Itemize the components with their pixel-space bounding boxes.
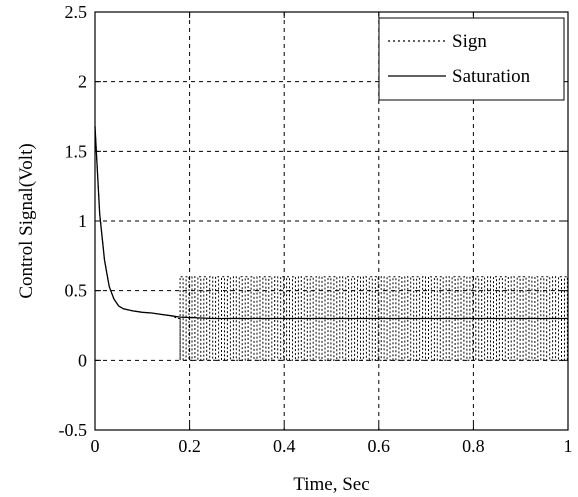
y-tick-label: 2 [78,72,87,92]
y-tick-label: 1.5 [65,141,88,161]
series-sign-line [94,126,568,361]
legend-box [378,17,565,101]
legend: Sign Saturation [378,17,565,101]
axis-ticks [94,11,569,431]
x-axis-label: Time, Sec [293,474,369,495]
y-tick-label: 0.5 [65,281,88,301]
x-tick-label: 0.6 [368,436,391,456]
x-tick-label: 1 [564,436,573,456]
series-saturation-line [94,126,568,320]
x-tick-label: 0.8 [462,436,485,456]
x-tick-label: 0 [91,436,100,456]
y-tick-label: 2.5 [65,2,88,22]
legend-label-sign: Sign [452,31,487,52]
series-layer [94,126,568,361]
y-tick-label: -0.5 [59,420,88,440]
x-tick-label: 0.4 [273,436,296,456]
tick-labels: 0 0.2 0.4 0.6 0.8 1-0.500.511.522.5 [59,2,573,456]
legend-label-saturation: Saturation [452,66,531,87]
y-tick-label: 0 [78,350,87,370]
x-tick-label: 0.2 [178,436,201,456]
y-axis-label: Control Signal(Volt) [16,143,37,298]
y-tick-label: 1 [78,211,87,231]
